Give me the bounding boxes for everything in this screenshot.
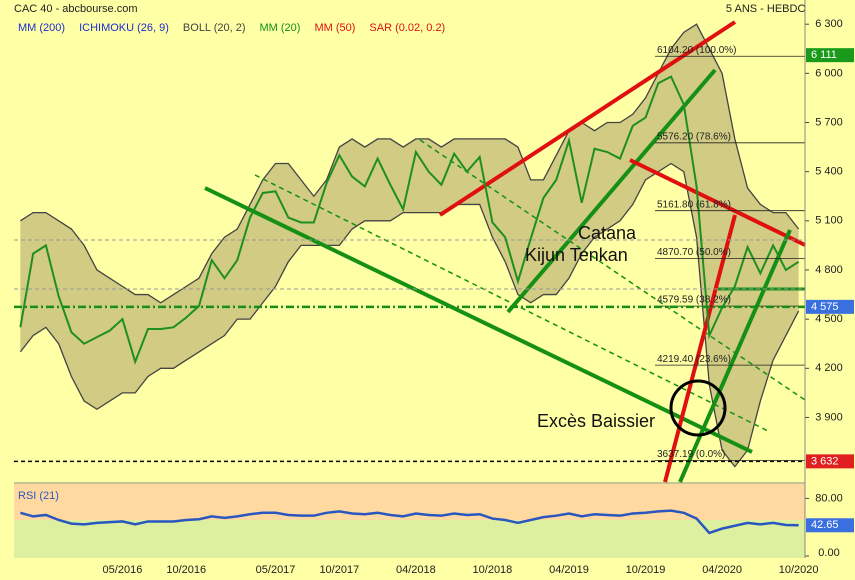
fib-label: 6104.20 (100.0%): [657, 45, 737, 56]
y-tick-label: 4 500: [815, 313, 843, 325]
legend-entry: BOLL (20, 2): [183, 22, 246, 34]
y-tick-label: 6 300: [815, 18, 843, 30]
highlight-circle: [669, 379, 727, 437]
legend-entry: SAR (0.02, 0.2): [369, 22, 445, 34]
price-line: [19, 75, 800, 365]
legend-entry: MM (200): [18, 22, 65, 34]
channel-line: [254, 174, 771, 433]
x-tick-label: 10/2018: [473, 564, 513, 576]
x-tick-label: 10/2017: [319, 564, 359, 576]
price-tag-label: 3 632: [811, 455, 839, 467]
fib-label: 4870.70 (50.0%): [657, 247, 731, 258]
trendline: [629, 158, 806, 247]
y-tick-label: 5 400: [815, 166, 843, 178]
trendline: [204, 186, 753, 454]
x-tick-label: 10/2016: [166, 564, 206, 576]
price-tag-label: 6 111: [811, 49, 837, 61]
price-tag: [806, 299, 854, 314]
rsi-tag-label: 42.65: [811, 519, 839, 531]
y-tick-label: 3 900: [815, 411, 843, 423]
rsi-tag: [806, 518, 854, 533]
rsi-tick-label: 0.00: [818, 547, 839, 559]
x-tick-label: 05/2017: [256, 564, 296, 576]
y-tick-label: 5 100: [815, 215, 843, 227]
x-tick-label: 04/2018: [396, 564, 436, 576]
trendline: [438, 20, 737, 217]
legend-entry: MM (20): [260, 22, 301, 34]
fib-label: 4579.59 (38.2%): [657, 295, 731, 306]
annotation: Catana: [578, 223, 637, 243]
plot-foreground: 3 900 4 200 4 500 4 800 5 100 5 400 5 700 6 000…: [14, 18, 854, 469]
x-tick-label: 10/2020: [779, 564, 819, 576]
price-tag: [806, 454, 854, 469]
rsi-tick-label: 80.00: [815, 492, 843, 504]
plot-background: [19, 23, 800, 468]
y-tick-label: 4 200: [815, 362, 843, 374]
annotation: Excès Baissier: [537, 411, 655, 431]
fib-label: 5161.80 (61.8%): [657, 199, 731, 210]
trendline: [506, 68, 717, 314]
y-tick-label: 6 000: [815, 67, 843, 79]
price-tag: [806, 48, 854, 63]
channel-line: [419, 139, 806, 401]
price-tag-label: 4 575: [811, 301, 839, 313]
x-tick-label: 05/2016: [103, 564, 143, 576]
rsi-title: RSI (21): [18, 490, 59, 502]
chart-title: CAC 40 - abcbourse.com: [14, 3, 138, 15]
x-tick-label: 04/2020: [702, 564, 742, 576]
x-tick-label: 04/2019: [549, 564, 589, 576]
legend-entry: MM (50): [314, 22, 355, 34]
x-tick-label: 10/2019: [626, 564, 666, 576]
fib-label: 4219.40 (23.6%): [657, 354, 731, 365]
band-line: [19, 162, 800, 468]
legend-entry: ICHIMOKU (26, 9): [79, 22, 169, 34]
trendlines: [14, 20, 806, 483]
trendline: [678, 229, 792, 483]
annotation: Kijun Tenkan: [525, 245, 628, 265]
band-line: [20, 23, 800, 304]
y-tick-label: 4 800: [815, 264, 843, 276]
fib-label: 5576.20 (78.6%): [657, 131, 731, 142]
y-tick-label: 5 700: [815, 116, 843, 128]
trendline: [663, 214, 737, 483]
rsi-line: [20, 509, 799, 535]
chart-subtitle: 5 ANS - HEBDO: [726, 3, 807, 15]
rsi-lower-zone: [14, 520, 805, 558]
band-fill: [20, 24, 799, 467]
fib-label: 3637.19 (0.0%): [657, 449, 725, 460]
